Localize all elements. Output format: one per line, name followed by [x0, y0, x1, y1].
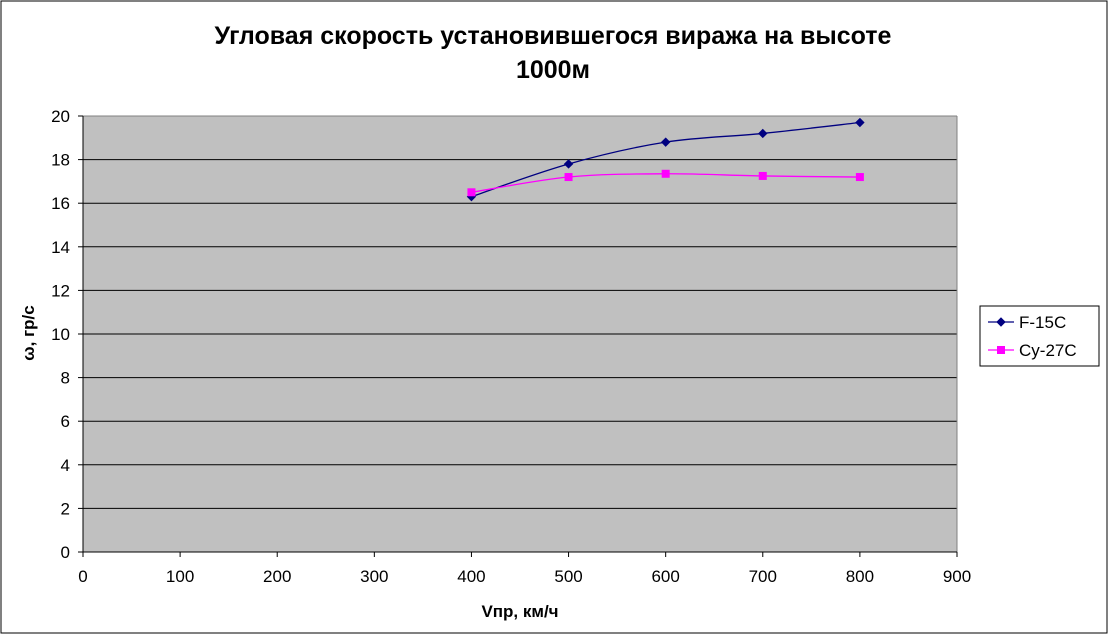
- series-1-point: [563, 159, 574, 169]
- x-tick-label: 400: [457, 567, 485, 586]
- chart-title-line-2: 1000м: [516, 56, 590, 84]
- y-tick-label: 0: [61, 543, 70, 562]
- y-tick-label: 18: [51, 151, 70, 170]
- series-1-point: [855, 117, 865, 128]
- legend-label-2: Су-27С: [1019, 341, 1077, 360]
- series-2-point: [467, 188, 476, 197]
- x-tick-label: 700: [749, 567, 777, 586]
- legend-marker-2: [997, 346, 1005, 354]
- x-axis-label: Vпр, км/ч: [481, 602, 558, 621]
- legend: F-15C Су-27С: [979, 305, 1100, 367]
- y-tick-label: 2: [61, 499, 70, 518]
- series-2-point: [564, 173, 573, 182]
- series-2-point: [855, 173, 864, 182]
- y-tick-label: 6: [61, 412, 70, 431]
- y-tick-label: 10: [51, 325, 70, 344]
- y-tick-label: 8: [61, 369, 70, 388]
- legend-label-1: F-15C: [1019, 313, 1066, 332]
- legend-marker-1: [996, 317, 1006, 327]
- y-tick-label: 12: [51, 281, 70, 300]
- chart-title-line-1: Угловая скорость установившегося виража …: [215, 22, 892, 50]
- y-axis-label: ω, гр/с: [19, 305, 38, 360]
- legend-box: [979, 305, 1100, 367]
- x-tick-label: 600: [651, 567, 679, 586]
- y-tick-label: 4: [61, 456, 70, 475]
- x-tick-label: 500: [554, 567, 582, 586]
- x-tick-label: 900: [943, 567, 971, 586]
- x-tick-label: 0: [78, 567, 87, 586]
- x-tick-label: 200: [263, 567, 291, 586]
- series-2-point: [758, 171, 767, 180]
- series-1-point: [758, 128, 768, 139]
- x-tick-label: 800: [846, 567, 874, 586]
- x-tick-label: 300: [360, 567, 388, 586]
- y-tick-label: 14: [51, 238, 70, 257]
- series-1-point: [660, 137, 671, 147]
- series-2-point: [661, 169, 670, 178]
- y-tick-label: 16: [51, 194, 70, 213]
- y-tick-label: 20: [51, 107, 70, 126]
- x-tick-label: 100: [166, 567, 194, 586]
